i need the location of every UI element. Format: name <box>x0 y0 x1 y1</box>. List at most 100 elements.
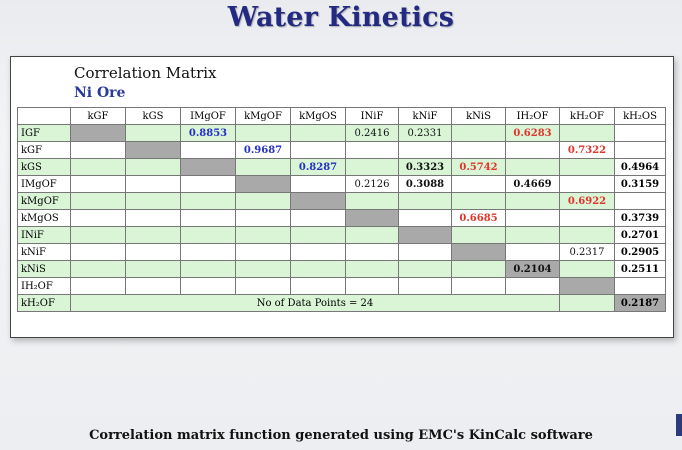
row-header: kNiF <box>17 243 71 261</box>
matrix-cell <box>70 175 126 193</box>
matrix-cell <box>290 175 346 193</box>
matrix-cell <box>345 141 399 159</box>
matrix-cell <box>505 209 560 227</box>
column-header: kGS <box>125 107 181 125</box>
matrix-cell <box>125 192 181 210</box>
matrix-cell <box>125 226 181 244</box>
matrix-cell <box>345 243 399 261</box>
matrix-cell: 0.3159 <box>614 175 666 193</box>
diagonal-cell: 0.2187 <box>614 294 666 312</box>
matrix-cell: 0.8287 <box>290 158 346 176</box>
column-header-row: kGF kGS IMgOF kMgOF kMgOS INiF kNiF kNiS IH₂OF kH… <box>17 107 666 125</box>
matrix-cell <box>125 124 181 142</box>
caption: Correlation matrix function generated us… <box>89 428 593 443</box>
matrix-cell <box>345 260 399 278</box>
matrix-cell <box>398 141 452 159</box>
matrix-cell <box>559 226 615 244</box>
matrix-cell <box>505 226 560 244</box>
matrix-cell <box>451 175 506 193</box>
matrix-cell <box>559 260 615 278</box>
column-header: IH₂OF <box>505 107 560 125</box>
column-header: kMgOS <box>290 107 346 125</box>
matrix-cell <box>505 158 560 176</box>
matrix-cell <box>125 243 181 261</box>
corner-cell <box>17 107 71 125</box>
matrix-cell <box>70 226 126 244</box>
matrix-cell <box>125 209 181 227</box>
matrix-cell <box>614 277 666 295</box>
table-row: IH₂OF <box>17 277 666 295</box>
diagonal-cell <box>290 192 346 210</box>
matrix-cell: 0.2905 <box>614 243 666 261</box>
matrix-cell <box>398 209 452 227</box>
row-header: kNiS <box>17 260 71 278</box>
table-row: kH₂OF No of Data Points = 24 0.2187 <box>17 294 666 312</box>
matrix-cell: 0.4964 <box>614 158 666 176</box>
table-row: kGS 0.8287 0.3323 0.5742 0.4964 <box>17 158 666 176</box>
matrix-cell: 0.2331 <box>398 124 452 142</box>
matrix-cell: 0.3323 <box>398 158 452 176</box>
matrix-cell <box>614 141 666 159</box>
matrix-cell <box>235 192 291 210</box>
matrix-cell <box>290 260 346 278</box>
matrix-cell <box>70 192 126 210</box>
matrix-cell <box>290 209 346 227</box>
matrix-cell <box>290 243 346 261</box>
column-header: IMgOF <box>180 107 236 125</box>
column-header: kNiF <box>398 107 452 125</box>
matrix-cell <box>125 158 181 176</box>
matrix-cell <box>559 175 615 193</box>
matrix-cell <box>614 192 666 210</box>
diagonal-cell <box>235 175 291 193</box>
column-header: kMgOF <box>235 107 291 125</box>
matrix-cell <box>398 192 452 210</box>
matrix-cell <box>235 226 291 244</box>
matrix-cell <box>451 277 506 295</box>
diagonal-cell <box>180 158 236 176</box>
column-header: kH₂OS <box>614 107 666 125</box>
table-row: kNiS 0.2104 0.2511 <box>17 260 666 278</box>
column-header: kNiS <box>451 107 506 125</box>
matrix-cell: 0.8853 <box>180 124 236 142</box>
matrix-cell: 0.9687 <box>235 141 291 159</box>
table-row: kMgOS 0.6685 0.3739 <box>17 209 666 227</box>
matrix-cell <box>451 226 506 244</box>
matrix-cell <box>125 175 181 193</box>
slide-title: Water Kinetics <box>227 2 455 33</box>
matrix-cell <box>180 192 236 210</box>
matrix-cell <box>235 124 291 142</box>
matrix-cell <box>345 192 399 210</box>
matrix-cell <box>398 243 452 261</box>
matrix-cell <box>180 226 236 244</box>
row-header: kMgOF <box>17 192 71 210</box>
matrix-cell <box>125 260 181 278</box>
table-row: INiF 0.2701 <box>17 226 666 244</box>
ore-label: Ni Ore <box>74 85 126 101</box>
row-header: kMgOS <box>17 209 71 227</box>
diagonal-cell: 0.2104 <box>505 260 560 278</box>
matrix-cell <box>505 277 560 295</box>
matrix-cell <box>70 209 126 227</box>
row-header: IMgOF <box>17 175 71 193</box>
matrix-cell: 0.3088 <box>398 175 452 193</box>
matrix-cell <box>451 192 506 210</box>
matrix-cell <box>125 277 181 295</box>
matrix-cell <box>505 192 560 210</box>
matrix-cell <box>180 243 236 261</box>
matrix-cell <box>70 243 126 261</box>
matrix-cell <box>290 226 346 244</box>
matrix-cell <box>559 209 615 227</box>
matrix-cell <box>451 124 506 142</box>
diagonal-cell <box>398 226 452 244</box>
matrix-cell: 0.2511 <box>614 260 666 278</box>
row-header: kH₂OF <box>17 294 71 312</box>
matrix-cell <box>398 277 452 295</box>
diagonal-cell <box>345 209 399 227</box>
matrix-cell <box>70 158 126 176</box>
matrix-cell <box>180 277 236 295</box>
matrix-cell <box>505 243 560 261</box>
matrix-cell <box>290 141 346 159</box>
diagonal-cell <box>451 243 506 261</box>
matrix-cell <box>180 175 236 193</box>
row-header: IH₂OF <box>17 277 71 295</box>
